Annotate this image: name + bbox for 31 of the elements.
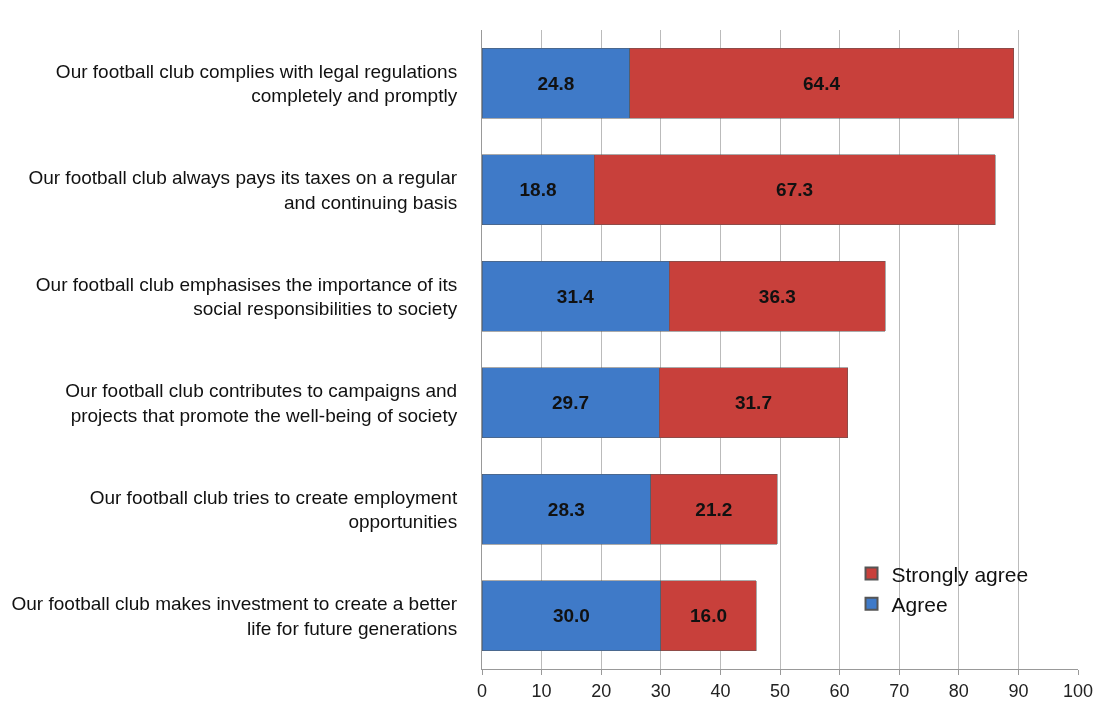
data-label: 16.0 <box>689 605 727 627</box>
x-tick-label: 90 <box>1008 680 1029 701</box>
data-label: 36.3 <box>758 285 796 307</box>
y-tick-label: Our football club contributes to campaigns and projects that promote the well-being of society <box>65 380 458 426</box>
x-tick-label: 20 <box>591 680 612 701</box>
x-tick-label: 100 <box>1062 680 1094 701</box>
x-tick-label: 70 <box>889 680 910 701</box>
x-tick-label: 80 <box>948 680 969 701</box>
legend-label: Strongly agree <box>891 562 1029 586</box>
x-tick-label: 10 <box>531 680 552 701</box>
x-tick-label: 30 <box>650 680 671 701</box>
data-label: 24.8 <box>537 72 575 94</box>
x-tick-label: 0 <box>476 680 488 701</box>
y-tick-label: Our football club makes investment to create a better life for future generations <box>11 593 458 639</box>
x-tick-label: 40 <box>710 680 731 701</box>
data-label: 18.8 <box>519 179 557 201</box>
data-label: 29.7 <box>552 392 589 414</box>
x-tick-label: 60 <box>829 680 850 701</box>
y-tick-label: Our football club tries to create employment opportunities <box>89 486 458 533</box>
y-tick-label: Our football club emphasises the importance of its social responsibilities to society <box>35 273 458 320</box>
x-tick-label: 50 <box>769 680 791 701</box>
data-label: 21.2 <box>695 498 733 520</box>
data-label: 28.3 <box>547 498 585 520</box>
y-tick-label: Our football club always pays its taxes on a regular and continuing basis <box>28 167 458 213</box>
data-label: 30.0 <box>552 605 590 627</box>
data-label: 31.4 <box>556 285 595 307</box>
legend-label: Agree <box>891 592 948 616</box>
data-label: 67.3 <box>776 179 814 201</box>
data-label: 64.4 <box>803 72 841 94</box>
data-label: 31.7 <box>734 392 772 414</box>
y-tick-label: Our football club complies with legal regulations completely and promptly <box>55 60 458 107</box>
